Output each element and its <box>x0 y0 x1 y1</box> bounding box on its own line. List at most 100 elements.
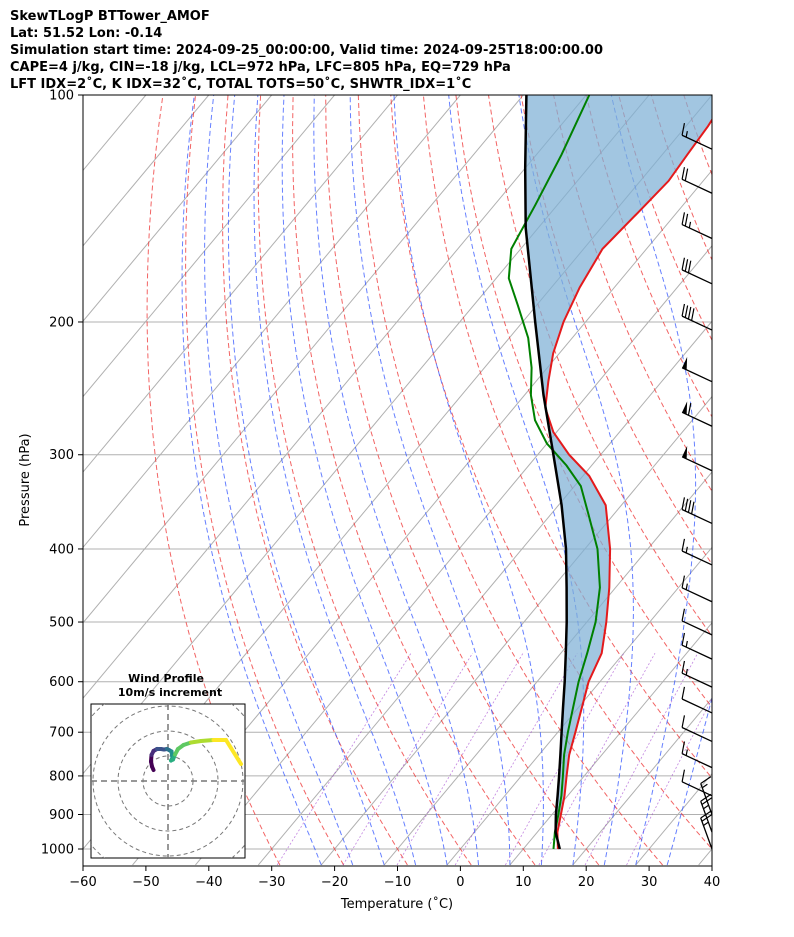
y-tick-label: 500 <box>49 616 74 631</box>
cape-shading <box>525 95 712 849</box>
x-tick-label: −30 <box>258 875 285 890</box>
index-text: LFT IDX=2˚C, K IDX=32˚C, TOTAL TOTS=50˚C… <box>10 77 472 92</box>
dry-adiabat <box>146 95 281 866</box>
cape-text: CAPE=4 j/kg, CIN=-18 j/kg, LCL=972 hPa, … <box>10 60 511 75</box>
barb-shaft <box>681 698 713 714</box>
isotherm-line <box>698 848 712 866</box>
wind-barb <box>681 122 713 150</box>
isotherm-line <box>320 395 712 866</box>
mixing-ratio-line <box>538 653 656 866</box>
isotherm-line <box>83 95 335 398</box>
dry-adiabat <box>257 95 472 866</box>
moist-adiabat <box>448 95 585 866</box>
chart-header: SkewTLogP BTTower_AMOF Lat: 51.52 Lon: -… <box>10 8 770 93</box>
barb-half <box>685 546 688 553</box>
axes-layer: −60 −50 −40 −30 −20 −10 0 10 20 30 40 100 200 300 400 5… <box>41 89 720 891</box>
dry-adiabat <box>292 95 536 866</box>
moist-adiabat <box>281 95 448 866</box>
y-tick-label: 100 <box>49 89 74 104</box>
dry-adiabat <box>222 95 408 866</box>
wind-barbs <box>681 122 713 850</box>
barb-shaft <box>681 753 713 769</box>
moist-adiabat <box>181 95 322 866</box>
barb-half <box>685 749 688 756</box>
dry-adiabat <box>553 95 712 493</box>
y-tick-label: 700 <box>49 726 74 741</box>
isotherm-line <box>572 697 712 866</box>
isotherm-line <box>83 95 210 247</box>
barb-full <box>684 168 689 181</box>
parcel-line <box>523 95 568 850</box>
barb-flag <box>682 445 688 459</box>
moist-adiabat <box>204 95 354 866</box>
wind-barb <box>681 575 713 603</box>
x-tick-label: −60 <box>69 875 96 890</box>
barb-full <box>681 212 686 225</box>
barb-full <box>691 308 695 321</box>
wind-barb <box>681 497 713 525</box>
mixing-ratio-line <box>584 653 699 866</box>
barb-full <box>681 538 686 552</box>
wind-barb <box>681 660 713 688</box>
isotherm-line <box>83 95 461 549</box>
mixing-ratio-line <box>342 652 473 866</box>
x-tick-label: −10 <box>384 875 411 890</box>
time-text: Simulation start time: 2024-09-25_00:00:… <box>10 43 603 58</box>
barb-half <box>685 130 688 138</box>
wind-barb <box>681 445 713 472</box>
dry-adiabat <box>716 95 794 865</box>
barb-half <box>701 783 708 789</box>
wind-barb <box>681 632 713 660</box>
barb-shaft <box>681 508 713 525</box>
wind-barb <box>681 741 713 769</box>
barb-shaft <box>681 456 713 472</box>
hodograph-segment <box>199 738 216 743</box>
mixing-ratio-lines <box>276 652 712 866</box>
barb-full <box>687 500 692 513</box>
x-tick-label: 40 <box>704 875 721 890</box>
mixing-ratio-line <box>505 653 625 866</box>
wind-barb <box>681 608 713 636</box>
dry-adiabat <box>185 95 345 866</box>
x-tick-label: −50 <box>132 875 159 890</box>
hodograph-title: Wind Profile <box>128 672 204 685</box>
barb-shaft <box>681 223 713 240</box>
x-axis-label: Temperature (˚C) <box>340 896 453 912</box>
moist-adiabat <box>253 95 417 866</box>
barb-shaft <box>681 587 713 603</box>
x-tick-label: 0 <box>456 875 464 890</box>
hodograph-subtitle: 10m/s increment <box>118 686 222 699</box>
barb-half <box>688 221 692 229</box>
wind-barb <box>681 356 713 383</box>
y-tick-label: 200 <box>49 315 74 330</box>
x-tick-label: 10 <box>515 875 532 890</box>
mixing-ratio-line <box>396 652 524 866</box>
barb-full <box>681 632 686 646</box>
location-text: Lat: 51.52 Lon: -0.14 <box>10 26 163 41</box>
y-tick-label: 300 <box>49 448 74 463</box>
barb-full <box>681 575 686 588</box>
wind-barb <box>681 538 713 566</box>
wind-barb <box>681 212 713 240</box>
barb-half <box>685 640 688 648</box>
dry-adiabat <box>683 95 712 177</box>
moist-adiabat <box>313 95 479 866</box>
barb-full <box>681 608 686 622</box>
y-tick-label: 800 <box>49 769 74 784</box>
isotherm-line <box>83 95 398 473</box>
wind-barb <box>681 686 713 714</box>
barb-full <box>684 498 689 512</box>
x-tick-label: −20 <box>321 875 348 890</box>
hodograph-ring <box>117 730 219 832</box>
isotherm-line <box>83 95 273 322</box>
barb-full <box>681 497 686 510</box>
barb-shaft <box>700 817 713 850</box>
isotherm-line <box>446 546 712 866</box>
barb-full <box>687 260 692 273</box>
y-axis-label: Pressure (hPa) <box>18 433 33 526</box>
moist-adiabat <box>518 95 634 866</box>
barb-half <box>685 583 688 590</box>
barb-shaft <box>681 315 713 331</box>
wind-barb <box>681 401 713 427</box>
barb-shaft <box>681 134 713 150</box>
